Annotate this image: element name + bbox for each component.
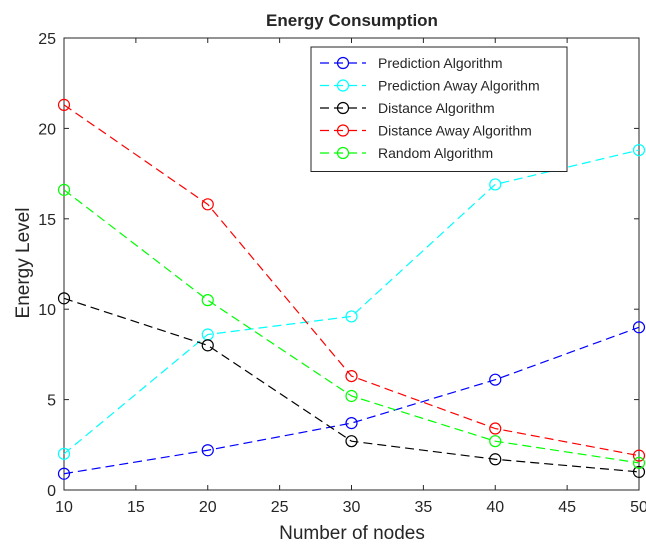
x-tick-label: 40 bbox=[486, 499, 504, 516]
series-2 bbox=[57, 292, 646, 479]
y-tick-label: 5 bbox=[47, 393, 56, 410]
data-point bbox=[489, 373, 502, 386]
x-tick-label: 35 bbox=[414, 499, 432, 516]
x-tick-label: 15 bbox=[127, 499, 145, 516]
data-point bbox=[345, 389, 358, 403]
y-tick-label: 20 bbox=[38, 121, 56, 138]
data-point bbox=[345, 435, 358, 448]
data-point bbox=[632, 465, 646, 479]
data-point bbox=[201, 198, 214, 211]
legend-label: Prediction Algorithm bbox=[378, 55, 503, 71]
x-tick-label: 50 bbox=[630, 499, 646, 516]
data-point bbox=[57, 447, 71, 460]
x-axis-label: Number of nodes bbox=[279, 523, 425, 544]
data-point bbox=[632, 321, 646, 334]
x-tick-label: 25 bbox=[271, 499, 289, 516]
y-tick-label: 10 bbox=[38, 302, 56, 319]
y-tick-label: 25 bbox=[38, 31, 56, 48]
data-point bbox=[57, 292, 71, 305]
series-0 bbox=[57, 321, 646, 480]
series-line bbox=[63, 297, 640, 473]
data-point bbox=[632, 456, 646, 469]
x-tick-label: 10 bbox=[55, 499, 73, 516]
y-tick-label: 0 bbox=[47, 483, 56, 500]
legend-label: Random Algorithm bbox=[378, 145, 493, 161]
plot-area: 10 15 20 25 30 35 40 45 50 0 5 10 15 20 25 bbox=[38, 31, 646, 516]
legend-swatch-marker bbox=[336, 56, 350, 70]
x-tick-label: 20 bbox=[199, 499, 217, 516]
data-point bbox=[201, 294, 214, 307]
data-point bbox=[345, 417, 358, 430]
legend-swatch-marker bbox=[336, 124, 350, 137]
legend-label: Distance Away Algorithm bbox=[378, 123, 532, 139]
data-point bbox=[57, 98, 71, 111]
x-tick-label: 45 bbox=[558, 499, 576, 516]
legend-label: Distance Algorithm bbox=[378, 100, 495, 116]
series-1 bbox=[57, 143, 646, 460]
data-point bbox=[489, 453, 502, 466]
series-4 bbox=[57, 183, 646, 469]
data-point bbox=[632, 449, 646, 462]
series-line bbox=[63, 189, 640, 464]
data-point bbox=[489, 435, 502, 448]
data-point bbox=[57, 183, 71, 196]
x-tick-label: 30 bbox=[343, 499, 361, 516]
legend-swatch-marker bbox=[336, 79, 350, 92]
data-point bbox=[345, 369, 358, 383]
series-line bbox=[63, 149, 640, 455]
data-point bbox=[345, 310, 358, 323]
legend-swatch-marker bbox=[336, 146, 350, 160]
data-point bbox=[57, 467, 71, 480]
data-point bbox=[489, 178, 502, 191]
y-axis-label: Energy Level bbox=[13, 208, 34, 319]
y-tick-label: 15 bbox=[38, 212, 56, 229]
legend-swatch-marker bbox=[336, 101, 350, 115]
series-line bbox=[63, 326, 640, 475]
legend-label: Prediction Away Algorithm bbox=[378, 78, 540, 94]
legend: Prediction Algorithm Prediction Away Algo… bbox=[310, 46, 568, 172]
data-point bbox=[489, 422, 502, 435]
chart-title: Energy Consumption bbox=[266, 11, 438, 30]
series-3 bbox=[57, 98, 646, 462]
series-line bbox=[63, 104, 640, 457]
legend-box bbox=[310, 46, 568, 172]
data-point bbox=[632, 143, 646, 157]
data-point bbox=[201, 444, 214, 457]
data-point bbox=[201, 339, 214, 352]
